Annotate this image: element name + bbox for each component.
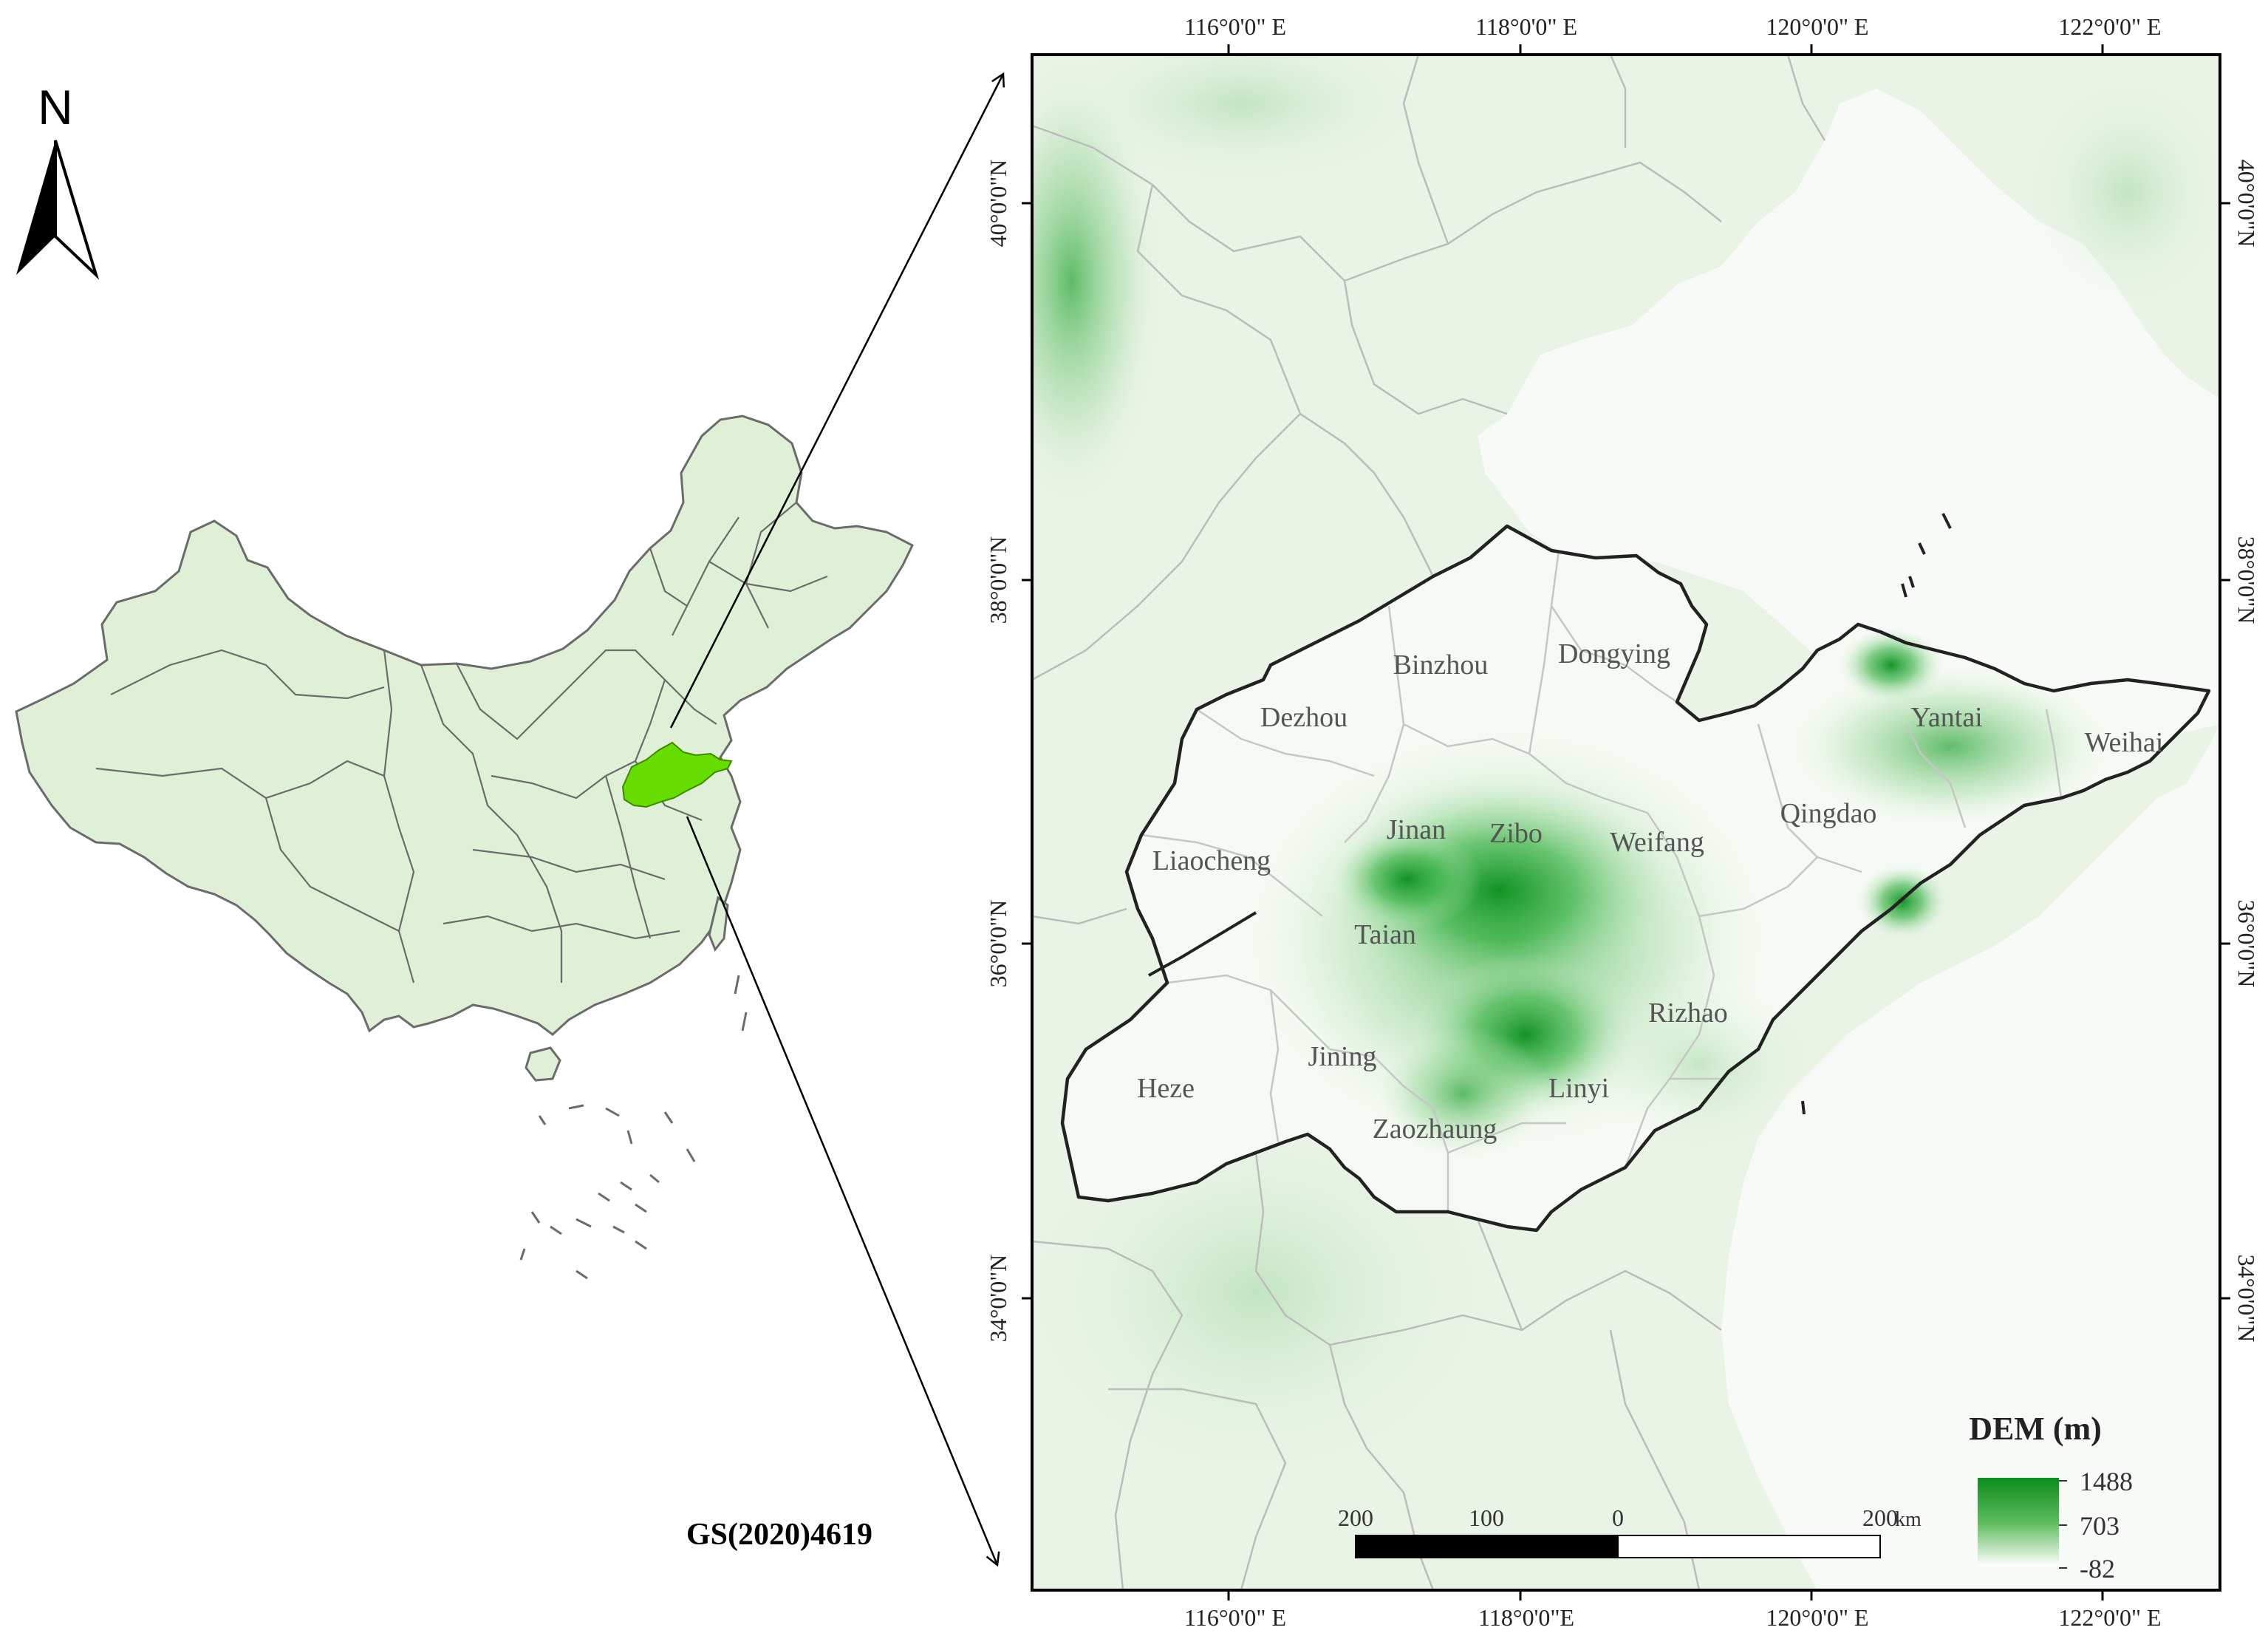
north-arrow-right-half: [54, 140, 100, 280]
north-arrow: N: [16, 80, 100, 280]
bohai-sea: [1478, 89, 2220, 746]
lat-label-left-38: 38°0'0"N: [985, 536, 1011, 624]
main-map-frame: [1031, 53, 2221, 1592]
rizhao-hills: [1581, 975, 1817, 1153]
city-label-taian: Taian: [1354, 919, 1416, 950]
linyi-hills: [1374, 1027, 1551, 1160]
city-label-dongying: Dongying: [1558, 638, 1670, 669]
connector-arrow-top: [669, 72, 1005, 729]
lat-label-right-38: 38°0'0"N: [2233, 536, 2260, 624]
china-outline: [15, 415, 914, 1036]
legend-title: DEM (m): [1969, 1411, 2102, 1447]
hainan-island: [525, 1046, 561, 1082]
lon-label-top-118: 118°0'0" E: [1475, 13, 1577, 40]
lon-label-top-122: 122°0'0" E: [2058, 13, 2161, 40]
yanshan-relief: [1049, 55, 1433, 185]
city-label-weifang: Weifang: [1610, 827, 1704, 858]
scale-bar-black-segment: [1355, 1535, 1619, 1558]
city-label-yantai: Yantai: [1910, 702, 1983, 733]
north-arrow-left-half: [16, 140, 55, 275]
city-label-zaozhaung: Zaozhaung: [1373, 1114, 1497, 1145]
city-label-dezhou: Dezhou: [1260, 702, 1348, 733]
zoom-connectors: [669, 72, 1005, 1567]
laoshan-peak: [1858, 865, 1947, 938]
north-letter: N: [38, 80, 73, 134]
city-label-jinan: Jinan: [1387, 814, 1446, 845]
dem-legend: DEM (m) 1488 703 -82: [1969, 1411, 2133, 1583]
connector-arrow-bottom: [686, 816, 1000, 1567]
city-borders: [1032, 55, 1826, 1590]
lon-label-bottom-122: 122°0'0" E: [2058, 1604, 2161, 1631]
shandong-province-border: [1060, 524, 2211, 1233]
yellow-river-channel: [1148, 911, 1257, 977]
scale-bar-white-segment: [1617, 1535, 1881, 1558]
liaodong-relief: [2024, 74, 2220, 310]
inset-china-map: GS(2020)4619: [15, 415, 914, 1552]
shandong-highlight: [621, 741, 733, 808]
city-label-jining: Jining: [1308, 1041, 1377, 1072]
taiwan-island: [708, 896, 729, 952]
city-label-zibo: Zibo: [1489, 818, 1543, 849]
scale-tick-200-right: 200: [1862, 1504, 1898, 1531]
province-borders: [95, 502, 828, 983]
scale-tick-200-left: 200: [1338, 1504, 1373, 1531]
lat-label-left-34: 34°0'0"N: [985, 1255, 1011, 1343]
lat-label-right-40: 40°0'0"N: [2233, 160, 2260, 248]
offshore-islands: [1801, 513, 1952, 1115]
legend-min-value: -82: [2080, 1554, 2115, 1583]
lat-label-left-36: 36°0'0"N: [985, 900, 1011, 988]
city-label-qingdao: Qingdao: [1780, 798, 1877, 829]
scale-tick-100: 100: [1469, 1504, 1504, 1531]
lon-label-top-120: 120°0'0" E: [1766, 13, 1868, 40]
inset-map-label: GS(2020)4619: [686, 1518, 872, 1552]
graticule-ticks: [1022, 44, 2230, 1600]
city-label-heze: Heze: [1137, 1073, 1195, 1104]
scale-bar: 200 100 0 200 km: [1338, 1504, 1922, 1558]
city-labels: Binzhou Dongying Dezhou Yantai Weihai Qi…: [1137, 638, 2163, 1145]
legend-color-ramp: [1978, 1478, 2059, 1567]
scale-unit: km: [1895, 1508, 1922, 1531]
legend-mid-value: 703: [2080, 1511, 2120, 1541]
city-label-weihai: Weihai: [2085, 727, 2164, 758]
city-label-linyi: Linyi: [1548, 1073, 1609, 1104]
legend-max-value: 1488: [2080, 1467, 2133, 1496]
taishan-peak: [1333, 828, 1481, 931]
lat-label-left-40: 40°0'0"N: [985, 160, 1011, 248]
lat-label-right-34: 34°0'0"N: [2233, 1255, 2260, 1343]
lon-label-top-116: 116°0'0" E: [1184, 13, 1286, 40]
lon-label-bottom-116: 116°0'0" E: [1184, 1604, 1286, 1631]
shandong-inner-borders: [1141, 550, 2063, 1212]
main-dem-map: Binzhou Dongying Dezhou Yantai Weihai Qi…: [985, 13, 2260, 1631]
city-label-binzhou: Binzhou: [1393, 650, 1489, 681]
yantai-peak: [1840, 628, 1943, 702]
scale-tick-0: 0: [1612, 1504, 1624, 1531]
south-china-sea-islands: [519, 975, 748, 1280]
lon-label-bottom-120: 120°0'0" E: [1766, 1604, 1868, 1631]
city-label-rizhao: Rizhao: [1648, 998, 1728, 1029]
lon-label-bottom-118: 118°0'0"E: [1478, 1604, 1574, 1631]
yellow-sea: [1721, 724, 2220, 1590]
city-label-liaocheng: Liaocheng: [1152, 845, 1271, 876]
jiaodong-hills: [1788, 665, 2113, 828]
lat-label-right-36: 36°0'0"N: [2233, 900, 2260, 988]
